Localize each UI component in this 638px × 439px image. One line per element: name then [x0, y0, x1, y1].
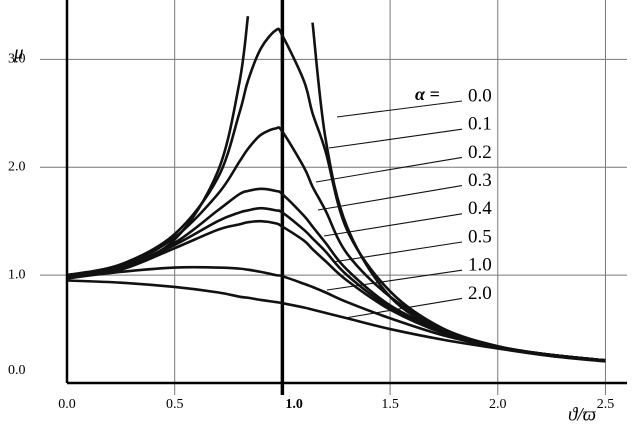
legend-label: 0.4	[468, 198, 492, 219]
legend-label: 2.0	[468, 283, 492, 304]
legend-label: 1.0	[468, 255, 492, 276]
curve	[311, 22, 606, 363]
y-axis-label: μ	[13, 42, 24, 63]
curve	[67, 16, 250, 277]
leader-line	[317, 185, 463, 211]
x-tick-label: 0.5	[166, 397, 184, 412]
y-tick-label: 3.0	[8, 52, 26, 67]
y-tick-label: 1.0	[8, 267, 26, 282]
legend-title: α =	[415, 84, 440, 104]
leader-line	[328, 128, 463, 149]
curve	[67, 126, 606, 362]
legend-label: 0.3	[468, 170, 492, 191]
leader-line	[332, 241, 463, 263]
curve	[67, 219, 606, 362]
legend-label: 0.5	[468, 226, 492, 247]
x-tick-label: 2.5	[597, 397, 615, 412]
legend-label: 0.2	[468, 142, 492, 163]
x-tick-label: 2.0	[489, 397, 507, 412]
leader-line	[323, 213, 463, 237]
legend-label: 0.0	[468, 85, 492, 106]
leader-line	[315, 156, 463, 183]
curve	[67, 279, 606, 362]
y-tick-label: 0.0	[8, 363, 26, 378]
legend-label: 0.1	[468, 114, 492, 135]
curve	[67, 27, 606, 362]
leader-line	[326, 269, 463, 291]
curve	[67, 265, 606, 362]
leader-line	[336, 100, 463, 118]
curve	[67, 187, 606, 362]
x-tick-label: 1.0	[285, 397, 303, 412]
x-axis-label: ϑ/ϖ	[568, 404, 597, 425]
leader-line	[344, 297, 463, 319]
x-tick-label: 0.0	[58, 397, 76, 412]
x-tick-label: 1.5	[381, 397, 399, 412]
y-tick-label: 2.0	[8, 159, 26, 174]
